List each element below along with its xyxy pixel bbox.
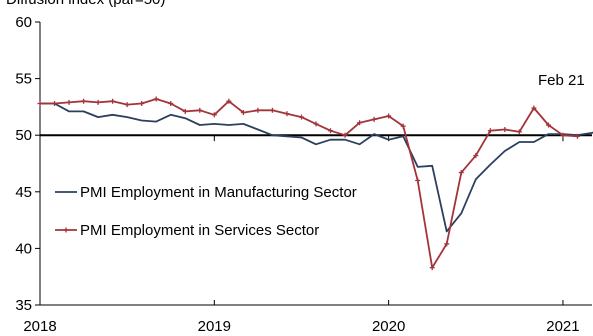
y-tick-label: 45 [15, 184, 32, 201]
x-tick-label: 2018 [23, 318, 56, 335]
series-point-1 [458, 170, 464, 176]
series-point-1 [168, 101, 174, 107]
series-point-1 [211, 112, 217, 118]
series-line-0 [40, 102, 593, 233]
legend: PMI Employment in Manufacturing Sector PM… [55, 184, 357, 239]
reference-line-group [39, 134, 592, 142]
x-axis: 2018 2019 2020 2021 [23, 300, 592, 335]
x-tick-label: 2021 [546, 318, 579, 335]
series-point-1 [139, 101, 145, 107]
series-point-1 [226, 98, 232, 104]
series-point-1 [487, 128, 493, 134]
series-point-1 [66, 99, 72, 105]
series-point-1 [37, 101, 43, 107]
y-tick-label: 40 [15, 240, 32, 257]
legend-label-0: PMI Employment in Manufacturing Sector [80, 184, 357, 201]
series-point-1 [284, 111, 290, 117]
series-point-1 [81, 98, 87, 104]
x-tick-label: 2019 [198, 318, 231, 335]
series-point-1 [444, 241, 450, 247]
series-point-1 [240, 110, 246, 116]
series-point-1 [52, 101, 58, 107]
series-point-1 [342, 132, 348, 138]
series-point-1 [313, 121, 319, 127]
series-point-1 [545, 122, 551, 128]
series-point-1 [400, 123, 406, 129]
series-point-1 [371, 116, 377, 122]
series-point-1 [560, 132, 566, 138]
y-axis: 35 40 45 50 55 60 [15, 14, 41, 314]
y-tick-label: 50 [15, 127, 32, 144]
series-point-1 [110, 98, 116, 104]
x-tick-label: 2020 [372, 318, 405, 335]
legend-label-1: PMI Employment in Services Sector [80, 222, 319, 239]
y-tick-label: 35 [15, 297, 32, 314]
series-point-1 [429, 265, 435, 271]
series-point-1 [516, 129, 522, 135]
annotation-label: Feb 21 [538, 72, 585, 89]
series-point-1 [502, 127, 508, 133]
series-point-1 [328, 128, 334, 134]
series-group [37, 96, 593, 271]
series-point-1 [255, 107, 261, 113]
series-point-1 [574, 133, 580, 139]
series-point-1 [473, 153, 479, 159]
series-point-1 [269, 107, 275, 113]
series-point-1 [182, 108, 188, 114]
series-point-1 [153, 96, 159, 102]
series-point-1 [415, 177, 421, 183]
series-point-1 [124, 102, 130, 108]
y-tick-label: 60 [15, 14, 32, 31]
series-point-1 [531, 105, 537, 111]
series-point-1 [298, 114, 304, 120]
series-point-1 [197, 107, 203, 113]
chart-title: Diffusion index (par=50) [6, 0, 165, 8]
y-tick-label: 55 [15, 71, 32, 88]
series-point-1 [357, 120, 363, 126]
series-point-1 [95, 99, 101, 105]
series-point-1 [386, 113, 392, 119]
